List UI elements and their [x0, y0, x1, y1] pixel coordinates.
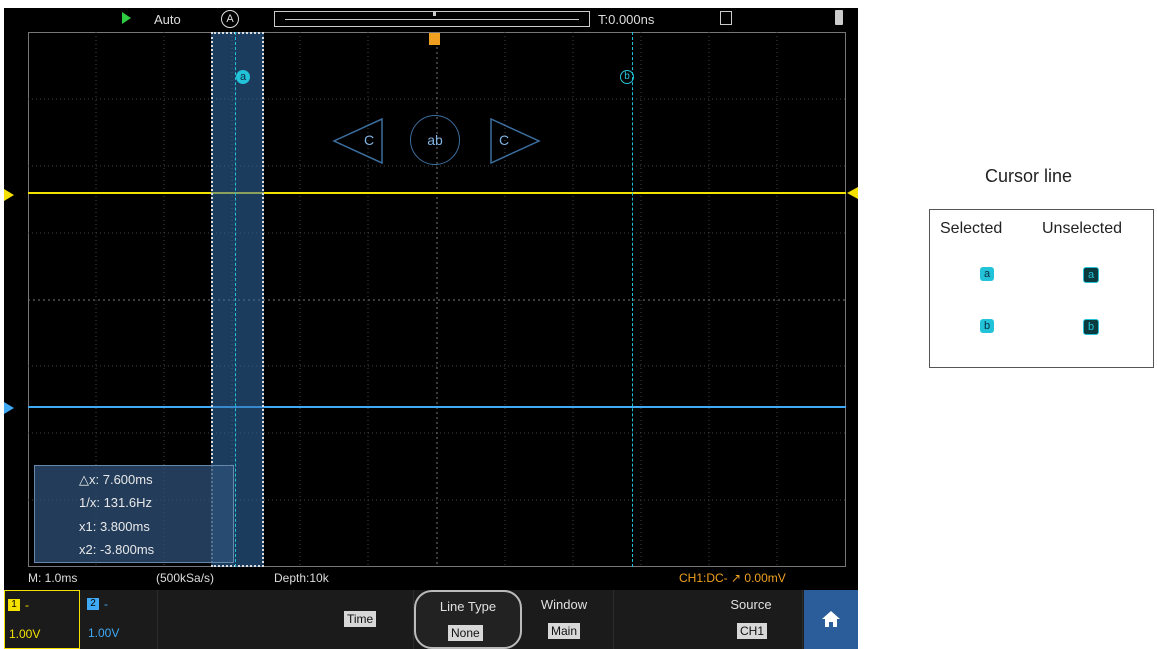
- trigger-level-marker[interactable]: [847, 187, 858, 199]
- ch1-trace: [28, 192, 846, 194]
- line-type-label: Line Type: [439, 599, 497, 614]
- ch2-info[interactable]: 2 - 1.00V: [82, 590, 158, 649]
- cursor-right-label: C: [499, 132, 510, 148]
- memory-depth: Depth:10k: [274, 571, 329, 585]
- ch1-scale: 1.00V: [9, 627, 41, 641]
- ch1-badge: 1: [8, 599, 20, 611]
- line-type-value: None: [448, 625, 483, 641]
- legend-title: Cursor line: [985, 166, 1073, 186]
- trigger-time: T:0.000ns: [598, 12, 655, 27]
- ch2-scale: 1.00V: [88, 626, 120, 640]
- trigger-mode: A: [221, 10, 239, 28]
- cursor-readout-panel: △x: 7.600ms 1/x: 131.6Hz x1: 3.800ms x2:…: [34, 465, 234, 563]
- home-button[interactable]: [804, 590, 858, 649]
- battery-icon: [835, 10, 843, 25]
- waveform-grid: [28, 32, 846, 567]
- window-value: Main: [548, 623, 581, 639]
- oscilloscope-screen: Auto A T:0.000ns: [4, 8, 858, 649]
- ch2-level-marker[interactable]: [4, 402, 14, 414]
- softkey-time[interactable]: Time: [314, 590, 414, 649]
- cursor-left-arrow-icon[interactable]: [332, 117, 384, 165]
- cursor-a-line[interactable]: [235, 32, 236, 567]
- time-key-label: Time: [344, 611, 377, 627]
- cursor-ab-toggle[interactable]: ab: [410, 115, 460, 165]
- x1-value: x1: 3.800ms: [79, 519, 150, 534]
- ch2-trace: [28, 406, 846, 408]
- inverse-delta-x-value: 1/x: 131.6Hz: [79, 495, 152, 510]
- cursor-b-marker[interactable]: b: [620, 70, 634, 84]
- memory-position-bar[interactable]: [274, 11, 590, 27]
- softkey-menu: 1 - 1.00V 2 - 1.00V Time Line Type None …: [4, 590, 858, 649]
- cursor-b-line[interactable]: [632, 32, 633, 567]
- bottom-status-bar: M: 1.0ms (500kSa/s) Depth:10k CH1:DC- ↗ …: [4, 568, 858, 588]
- window-label: Window: [540, 597, 588, 612]
- delta-x-value: △x: 7.600ms: [79, 472, 153, 487]
- cursor-a-marker[interactable]: a: [236, 70, 250, 84]
- selected-a-icon: a: [980, 267, 994, 281]
- ch1-info[interactable]: 1 - 1.00V: [4, 590, 80, 649]
- x2-value: x2: -3.800ms: [79, 542, 155, 557]
- lock-icon: [720, 11, 732, 25]
- trigger-info: CH1:DC- ↗ 0.00mV: [679, 571, 786, 585]
- ch1-level-marker[interactable]: [4, 189, 14, 201]
- legend-unselected-heading: Unselected: [1042, 220, 1123, 237]
- unselected-b-icon: b: [1083, 319, 1099, 335]
- ch1-coupling: -: [25, 598, 29, 612]
- home-icon: [822, 611, 840, 627]
- sample-rate: (500kSa/s): [156, 571, 215, 585]
- softkey-window[interactable]: Window Main: [524, 590, 614, 649]
- cursor-left-label: C: [364, 132, 375, 148]
- cursor-right-arrow-icon[interactable]: [489, 117, 541, 165]
- softkey-line-type[interactable]: Line Type None: [414, 590, 522, 649]
- run-icon[interactable]: [122, 12, 131, 24]
- cursor-a-selection[interactable]: [211, 32, 264, 567]
- cursor-legend: Selected Unselected a a b b: [929, 209, 1154, 368]
- trigger-position-marker[interactable]: [429, 33, 440, 45]
- top-status-bar: Auto A T:0.000ns: [4, 8, 858, 32]
- run-state[interactable]: Auto: [154, 12, 181, 27]
- softkey-source[interactable]: Source CH1: [699, 590, 803, 649]
- selected-b-icon: b: [980, 319, 994, 333]
- source-value: CH1: [737, 623, 768, 639]
- timebase: M: 1.0ms: [28, 571, 78, 585]
- ch2-coupling: -: [104, 597, 108, 611]
- source-label: Source: [730, 597, 772, 612]
- ch2-badge: 2: [87, 598, 99, 610]
- legend-selected-heading: Selected: [940, 220, 1003, 237]
- unselected-a-icon: a: [1083, 267, 1099, 283]
